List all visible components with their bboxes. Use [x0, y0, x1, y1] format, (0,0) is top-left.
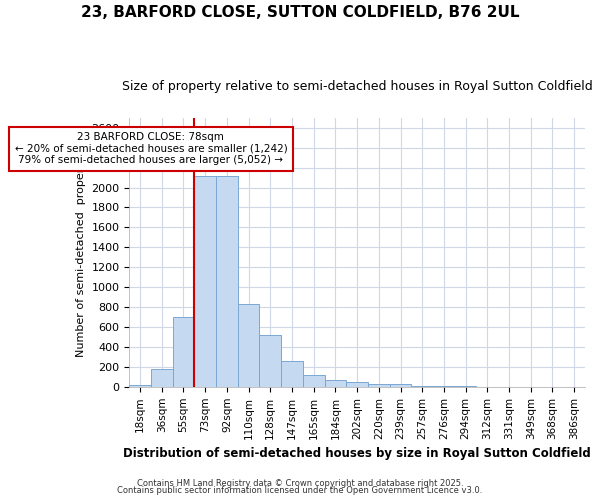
Text: Contains public sector information licensed under the Open Government Licence v3: Contains public sector information licen… — [118, 486, 482, 495]
Text: 23, BARFORD CLOSE, SUTTON COLDFIELD, B76 2UL: 23, BARFORD CLOSE, SUTTON COLDFIELD, B76… — [81, 5, 519, 20]
Title: Size of property relative to semi-detached houses in Royal Sutton Coldfield: Size of property relative to semi-detach… — [122, 80, 592, 93]
Bar — [129, 385, 151, 387]
Bar — [238, 304, 259, 387]
Bar — [173, 317, 194, 387]
Bar — [368, 384, 389, 387]
Text: Contains HM Land Registry data © Crown copyright and database right 2025.: Contains HM Land Registry data © Crown c… — [137, 478, 463, 488]
Bar — [216, 176, 238, 387]
Bar — [259, 335, 281, 387]
Bar — [389, 384, 412, 387]
Bar — [303, 375, 325, 387]
Bar — [325, 380, 346, 387]
Bar — [281, 362, 303, 387]
Y-axis label: Number of semi-detached  properties: Number of semi-detached properties — [76, 148, 86, 357]
Bar — [346, 382, 368, 387]
Bar — [194, 176, 216, 387]
Bar — [151, 370, 173, 387]
Text: 23 BARFORD CLOSE: 78sqm
← 20% of semi-detached houses are smaller (1,242)
79% of: 23 BARFORD CLOSE: 78sqm ← 20% of semi-de… — [14, 132, 287, 166]
X-axis label: Distribution of semi-detached houses by size in Royal Sutton Coldfield: Distribution of semi-detached houses by … — [123, 447, 591, 460]
